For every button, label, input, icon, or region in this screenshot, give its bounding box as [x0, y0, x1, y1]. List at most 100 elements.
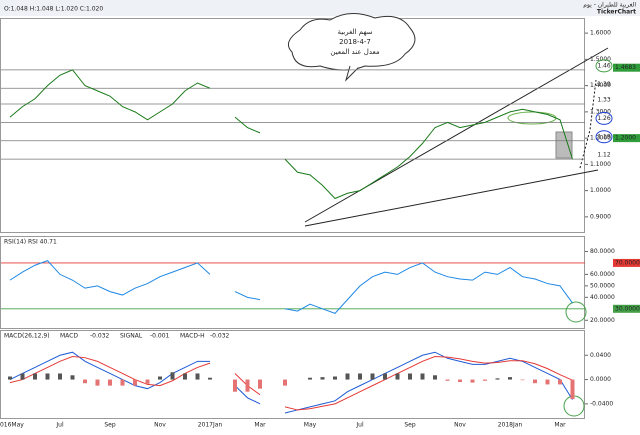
- histogram-bar: [233, 379, 237, 392]
- histogram-bar: [420, 373, 425, 380]
- chart-title: الغربية للطيران - يوم: [583, 2, 636, 9]
- legend-value: -0.032: [90, 333, 110, 340]
- legend-value: -0.001: [150, 333, 170, 340]
- panel-title: RSI(14) RSI 40.71: [4, 239, 57, 246]
- series-line: [284, 351, 573, 414]
- series-line: [234, 291, 261, 301]
- gap-box: [555, 131, 573, 159]
- target-label: 1.39: [597, 81, 611, 88]
- annotation: 2018-4-7: [339, 38, 371, 46]
- y-tick-label: 1.1000: [590, 161, 611, 168]
- histogram-bar: [358, 373, 362, 380]
- y-tick-label: 20.0000: [590, 317, 615, 324]
- histogram-bar: [208, 377, 212, 380]
- y-tick-label: 60.0000: [590, 271, 615, 278]
- header-bar: [0, 0, 640, 16]
- histogram-bar: [395, 373, 400, 380]
- price-marker: [613, 63, 640, 72]
- histogram-bar: [533, 379, 537, 384]
- level-badge: [613, 258, 640, 267]
- histogram-bar: [558, 379, 562, 385]
- series-line: [9, 260, 211, 296]
- x-tick-label: Sep: [104, 422, 116, 429]
- legend-name: MACD-H: [180, 333, 205, 340]
- histogram-bar: [483, 379, 487, 381]
- histogram-bar: [458, 379, 462, 382]
- rsi-panel: [0, 236, 585, 329]
- level-label: 30.0000: [615, 305, 640, 312]
- y-tick-label: 1.5000: [590, 56, 611, 63]
- y-tick-label: -0.0400: [590, 400, 613, 407]
- y-tick-label: 50.0000: [590, 282, 615, 289]
- histogram-bar: [58, 373, 62, 380]
- x-tick-label: 2018Jan: [498, 422, 523, 429]
- histogram-bar: [83, 379, 87, 384]
- series-line: [234, 385, 261, 405]
- histogram-bar: [70, 375, 75, 380]
- histogram-bar: [120, 379, 125, 386]
- channel-lower: [304, 169, 599, 227]
- x-tick-label: Nov: [154, 422, 166, 429]
- series-line: [284, 355, 573, 411]
- series-line: [9, 351, 210, 390]
- x-tick-label: Sep: [404, 422, 416, 429]
- histogram-bar: [133, 379, 137, 386]
- histogram-bar: [33, 373, 37, 380]
- x-tick-label: May: [304, 422, 317, 429]
- price-marker: [613, 134, 640, 143]
- histogram-bar: [545, 379, 550, 385]
- y-tick-label: 1.3000: [590, 108, 611, 115]
- histogram-bar: [320, 377, 325, 380]
- histogram-bar: [520, 379, 525, 381]
- histogram-bar: [170, 372, 175, 380]
- histogram-bar: [445, 379, 450, 381]
- y-tick-label: 80.0000: [590, 248, 615, 255]
- series-line: [234, 116, 261, 134]
- legend-value: -0.032: [210, 333, 230, 340]
- histogram-bar: [45, 373, 50, 380]
- rsi-circle: [565, 301, 587, 323]
- y-tick-label: 1.2000: [590, 135, 611, 142]
- legend-name: MACD: [60, 333, 78, 340]
- panel-title: MACD(26,12,9): [4, 333, 50, 340]
- target-circle: [595, 111, 613, 125]
- y-tick-label: 1.4000: [590, 82, 611, 89]
- histogram-bar: [333, 376, 337, 380]
- y-tick-label: 0.0400: [590, 352, 611, 359]
- price-marker-label: 1.2000: [615, 135, 636, 142]
- histogram-bar: [408, 373, 412, 380]
- target-label: 1.33: [597, 97, 611, 104]
- series-line: [284, 262, 573, 314]
- level-badge: [613, 304, 640, 313]
- series-line: [9, 355, 211, 387]
- histogram-bar: [195, 373, 200, 380]
- histogram-bar: [258, 379, 262, 389]
- histogram-bar: [370, 373, 375, 380]
- annotation: سهم الغربية: [337, 28, 372, 36]
- histogram-bar: [308, 377, 312, 380]
- legend-name: SIGNAL: [120, 333, 143, 340]
- price-panel: [0, 18, 585, 233]
- histogram-bar: [245, 379, 250, 392]
- callout-cloud: [287, 13, 416, 71]
- x-tick-label: Jul: [355, 422, 364, 429]
- histogram-bar: [20, 373, 25, 380]
- price-marker-label: 1.4683: [615, 64, 636, 71]
- y-tick-label: 1.6000: [590, 30, 611, 37]
- histogram-bar: [283, 379, 287, 386]
- series-line: [284, 108, 573, 200]
- target-label: 1.26: [597, 115, 611, 122]
- x-tick-label: 2017Jan: [198, 422, 223, 429]
- histogram-bar: [108, 379, 112, 386]
- macd-panel: [0, 330, 585, 419]
- macd-circle: [563, 395, 585, 417]
- x-tick-label: Jul: [55, 422, 64, 429]
- histogram-bar: [8, 376, 12, 380]
- x-tick-label: Nov: [454, 422, 466, 429]
- y-tick-label: 1.0000: [590, 187, 611, 194]
- histogram-bar: [145, 379, 150, 384]
- level-label: 70.0000: [615, 259, 640, 266]
- x-tick-label: 2016May: [0, 422, 24, 429]
